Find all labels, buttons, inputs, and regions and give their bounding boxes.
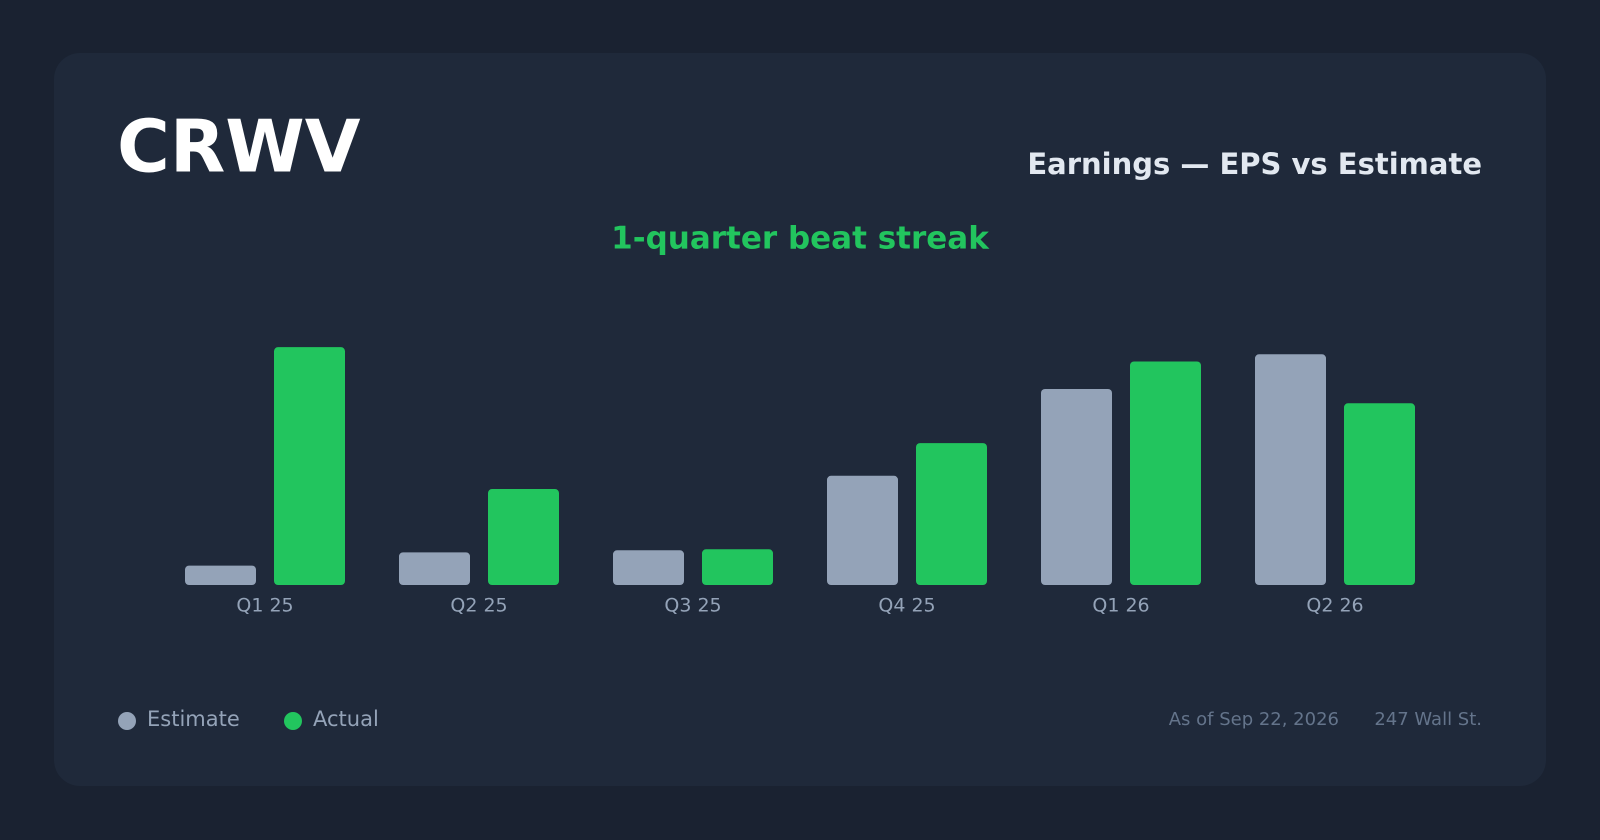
bar [185, 565, 256, 585]
bar [488, 489, 559, 585]
chart-title: Earnings — EPS vs Estimate [1027, 147, 1482, 181]
bar [916, 443, 987, 585]
bar [613, 550, 684, 585]
bar [399, 552, 470, 585]
x-tick-label: Q2 25 [450, 595, 507, 617]
card [54, 53, 1546, 786]
bar [1344, 403, 1415, 585]
source: 247 Wall St. [1374, 709, 1482, 730]
ticker: CRWV [117, 105, 361, 189]
x-tick-label: Q2 26 [1306, 595, 1363, 617]
legend-swatch [284, 712, 302, 730]
x-tick-label: Q1 26 [1092, 595, 1149, 617]
bar [1041, 389, 1112, 585]
subtitle: 1-quarter beat streak [611, 221, 990, 257]
bar [1255, 354, 1326, 585]
bar [702, 549, 773, 585]
x-tick-label: Q4 25 [878, 595, 935, 617]
bar [827, 475, 898, 585]
legend-swatch [118, 712, 136, 730]
legend-label: Estimate [147, 707, 240, 731]
x-tick-label: Q1 25 [236, 595, 293, 617]
x-tick-label: Q3 25 [664, 595, 721, 617]
bar [274, 347, 345, 585]
bar [1130, 361, 1201, 585]
as-of: As of Sep 22, 2026 [1169, 709, 1339, 730]
legend-label: Actual [313, 707, 379, 731]
